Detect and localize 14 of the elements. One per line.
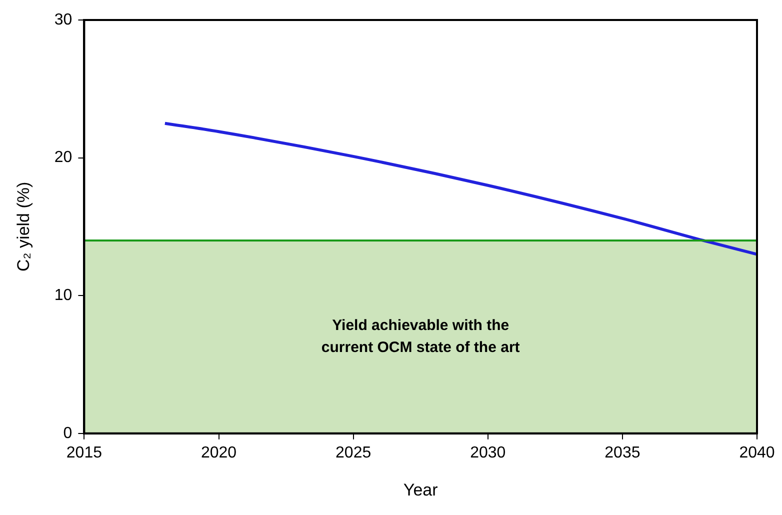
y-tick-label: 20 [54,149,72,166]
x-tick-label: 2035 [604,444,640,462]
y-tick-label: 10 [54,287,72,304]
y-tick-label: 0 [63,424,72,442]
x-tick-label: 2015 [66,444,102,462]
x-tick-label: 2020 [200,444,237,462]
band-label: Yield achievable with the current OCM state of the art [321,317,520,356]
y-tick-label: 30 [54,11,72,28]
x-axis-title: Year [403,480,438,500]
x-tick-label: 2025 [336,444,372,462]
x-tick-label: 2030 [470,444,506,462]
y-axis-title: C₂ yield (%) [14,182,33,272]
x-tick-label: 2040 [739,444,775,462]
line-series [163,122,757,256]
